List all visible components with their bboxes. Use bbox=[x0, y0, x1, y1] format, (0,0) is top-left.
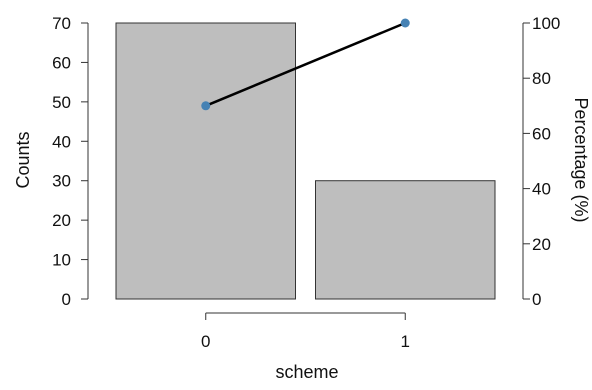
right-tick-label-40: 40 bbox=[532, 180, 551, 199]
cumulative-line-layer bbox=[201, 18, 410, 111]
left-tick-label-0: 0 bbox=[62, 290, 71, 309]
left-tick-label-60: 60 bbox=[52, 53, 71, 72]
left-tick-label-50: 50 bbox=[52, 93, 71, 112]
left-tick-label-10: 10 bbox=[52, 251, 71, 270]
right-tick-label-0: 0 bbox=[532, 290, 541, 309]
bars-layer bbox=[115, 22, 496, 300]
left-tick-label-40: 40 bbox=[52, 132, 71, 151]
x-axis-label: scheme bbox=[275, 362, 338, 382]
x-tick-label-0: 0 bbox=[201, 332, 210, 351]
right-tick-label-80: 80 bbox=[532, 69, 551, 88]
left-tick-label-20: 20 bbox=[52, 211, 71, 230]
right-tick-label-20: 20 bbox=[532, 235, 551, 254]
left-y-axis-label: Counts bbox=[13, 131, 33, 188]
x-tick-label-1: 1 bbox=[401, 332, 410, 351]
left-tick-label-30: 30 bbox=[52, 172, 71, 191]
right-y-axis-label: Percentage (%) bbox=[571, 97, 591, 222]
right-tick-label-100: 100 bbox=[532, 14, 560, 33]
left-y-axis: 0 10 20 30 40 50 60 70 bbox=[52, 14, 89, 309]
left-tick-label-70: 70 bbox=[52, 14, 71, 33]
cumulative-line bbox=[205, 21, 406, 107]
cumulative-point-0 bbox=[201, 101, 211, 111]
bar-0 bbox=[115, 22, 296, 300]
right-y-axis: 0 20 40 60 80 100 bbox=[522, 14, 560, 309]
right-tick-label-60: 60 bbox=[532, 124, 551, 143]
cumulative-point-1 bbox=[400, 18, 410, 28]
bar-1 bbox=[315, 180, 496, 300]
